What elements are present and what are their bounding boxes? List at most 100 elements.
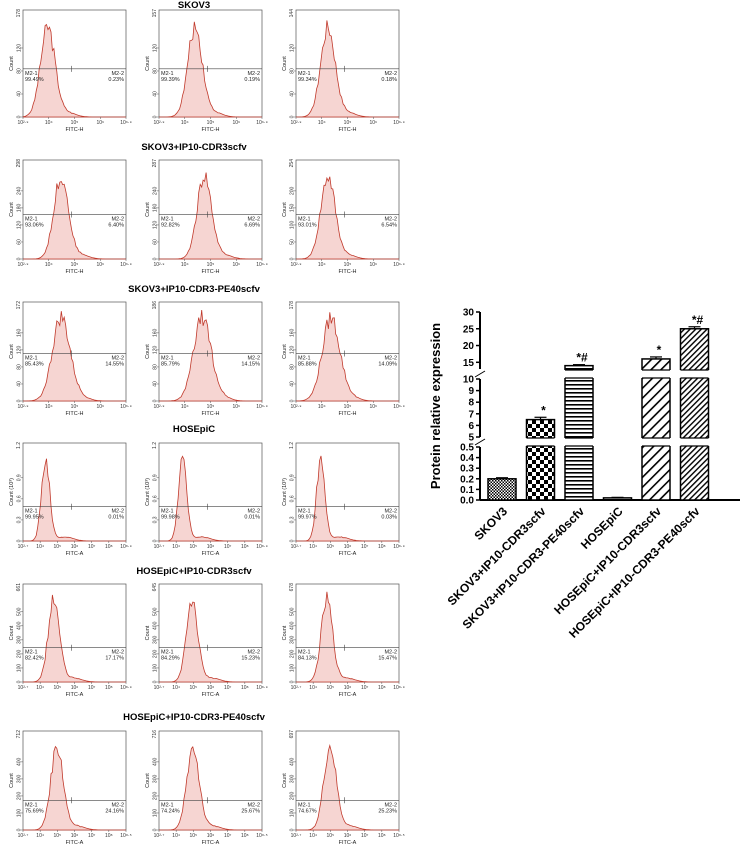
y-axis-label: Count [282, 56, 288, 71]
y-tick-label: 100 [153, 809, 159, 818]
x-tick-label: 10⁸ [241, 685, 249, 691]
y-tick-label: 300 [153, 775, 159, 784]
gate-percent-m2-2: 0.19% [244, 77, 260, 83]
x-tick-label: 10⁶ [71, 833, 79, 839]
y-tick-label: 0.6 [290, 495, 296, 502]
y-axis-max: 1.2 [289, 442, 295, 449]
y-tick-label: 200 [17, 650, 23, 659]
plot-frame [158, 730, 263, 831]
y-axis-max: 645 [152, 583, 158, 592]
x-tick-label: 10⁸ [378, 833, 386, 839]
x-tick-label: 10⁴ [45, 262, 53, 268]
x-tick-label: 10⁶ [96, 120, 104, 126]
y-tick-label: 100 [17, 809, 23, 818]
y-tick-label: 160 [17, 328, 23, 337]
y-tick-label: 100 [290, 664, 296, 673]
y-tick-label: 200 [290, 650, 296, 659]
gate-label-m2-2: M2-2 [247, 802, 260, 808]
x-tick-label: 10⁶ [344, 685, 352, 691]
x-tick-label: 10⁶ [207, 685, 215, 691]
axis-break-mark [474, 370, 486, 378]
y-tick-label: 0 [17, 680, 23, 683]
y-axis-label: Count (10³) [145, 478, 151, 506]
y-tick-label: 40 [153, 381, 159, 387]
row-title: HOSEpiC+IP10-CDR3scfv [136, 566, 252, 577]
y-axis-max: 287 [152, 159, 158, 168]
bar-break-gap [641, 370, 671, 378]
y-tick-label: 200 [290, 186, 296, 195]
significance-label: *# [692, 313, 704, 327]
gate-label-m2-2: M2-2 [111, 355, 124, 361]
x-tick-label: 10⁴ [172, 833, 180, 839]
x-tick-label: 10⁵ [207, 262, 215, 268]
x-axis-label: FITC-H [65, 269, 83, 275]
gate-label-m2-1: M2-1 [161, 216, 174, 222]
plot-frame [295, 730, 400, 831]
y-tick-label: 180 [17, 204, 23, 213]
histogram-panel: M2-184.29% M2-215.23% 645 0 100 200 300 400 500 C… [145, 583, 268, 698]
x-axis-label: FITC-H [65, 411, 83, 417]
x-tick-label: 10²·⁹ [290, 262, 301, 268]
histogram-curve [295, 312, 399, 402]
gate-label-m2-2: M2-2 [247, 71, 260, 77]
x-tick-label: 10⁶ [369, 404, 377, 410]
gate-label-m2-1: M2-1 [161, 802, 174, 808]
x-tick-label: 10⁸·⁵ [256, 833, 267, 839]
y-tick-label: 0 [290, 257, 296, 260]
y-tick-label: 150 [290, 204, 296, 213]
gate-label-m2-1: M2-1 [25, 355, 38, 361]
x-axis-label: FITC-H [338, 269, 356, 275]
y-axis-label: Count [145, 773, 151, 788]
x-tick-label: 10⁸·⁵ [120, 833, 131, 839]
x-tick-label: 10⁸ [378, 544, 386, 550]
x-axis-label: FITC-A [202, 840, 220, 846]
x-tick-label: 10⁵ [54, 685, 62, 691]
x-axis-label: FITC-H [338, 127, 356, 133]
y-tick-label: 40 [17, 381, 23, 387]
gate-percent-m2-2: 25.23% [378, 808, 397, 814]
y-tick-label: 200 [153, 650, 159, 659]
axis-break-mark [474, 438, 486, 446]
y-tick-label: 8 [468, 398, 474, 409]
histogram-curve [296, 455, 399, 542]
x-tick-label: 10⁶ [369, 262, 377, 268]
x-tick-label: 10⁴ [181, 262, 189, 268]
histogram-panel: M2-193.01% M2-26.54% 254 0 50 100 150 200 Count 1… [282, 159, 405, 275]
y-tick-label: 400 [153, 621, 159, 630]
gate-percent-m2-1: 92.82% [161, 222, 180, 228]
histogram-curve [296, 176, 399, 260]
y-tick-label: 120 [17, 44, 23, 53]
significance-label: * [657, 343, 662, 357]
y-tick-label: 80 [153, 68, 159, 74]
gate-percent-m2-1: 93.01% [298, 222, 317, 228]
gate-label-m2-2: M2-2 [384, 216, 397, 222]
x-tick-label: 10⁸ [105, 685, 113, 691]
histogram-curve [23, 311, 126, 402]
gate-label-m2-1: M2-1 [161, 509, 174, 515]
y-tick-label: 0 [153, 257, 159, 260]
y-tick-label: 240 [17, 186, 23, 195]
x-axis-label: FITC-H [65, 127, 83, 133]
x-axis-label: FITC-H [201, 411, 219, 417]
x-tick-label: 10⁵ [54, 833, 62, 839]
x-tick-label: 10⁵ [344, 404, 352, 410]
histogram-curve [296, 743, 399, 831]
histogram-curve [23, 180, 126, 260]
y-tick-label: 7 [468, 409, 474, 420]
x-tick-label: 10⁶ [96, 262, 104, 268]
y-tick-label: 100 [17, 664, 23, 673]
x-tick-label: 10⁵ [190, 544, 198, 550]
x-axis-label: FITC-H [201, 269, 219, 275]
gate-percent-m2-1: 85.79% [161, 361, 180, 367]
x-tick-label: 10⁸·⁹ [120, 544, 131, 550]
gate-label-m2-1: M2-1 [161, 71, 174, 77]
x-tick-label: 10⁶·⁹ [256, 262, 267, 268]
bar [679, 328, 710, 501]
y-axis-label: Count [282, 625, 288, 640]
histogram-curve [159, 309, 262, 402]
y-tick-label: 300 [153, 635, 159, 644]
x-tick-label: 10⁵ [344, 262, 352, 268]
gate-percent-m2-1: 74.24% [161, 808, 180, 814]
